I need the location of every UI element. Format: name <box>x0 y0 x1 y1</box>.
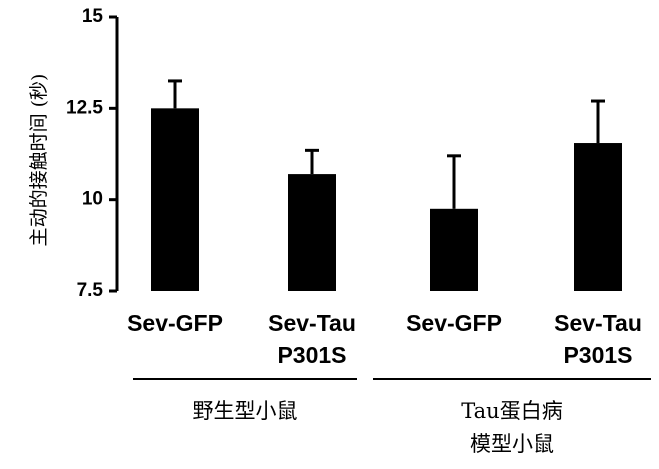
group-label: 模型小鼠 <box>470 432 554 456</box>
group-label: 野生型小鼠 <box>193 399 298 423</box>
error-bar-layer <box>168 79 605 209</box>
bar <box>430 208 478 291</box>
category-label: Sev-GFP <box>406 310 502 336</box>
category-label: P301S <box>277 342 346 368</box>
tick-layer: 7.5 10 12.5 15 <box>66 6 117 301</box>
y-axis-label: 主动的接触时间 (秒) <box>28 74 50 247</box>
y-tick-label: 7.5 <box>77 280 104 301</box>
category-label: Sev-Tau <box>554 310 642 336</box>
category-label-layer: Sev-GFP Sev-Tau P301S Sev-GFP Sev-Tau P301S <box>127 310 642 368</box>
category-label: Sev-GFP <box>127 310 223 336</box>
category-label: P301S <box>563 342 632 368</box>
y-tick-label: 12.5 <box>66 97 103 118</box>
bar <box>151 108 199 291</box>
y-tick-label: 15 <box>82 6 104 27</box>
bar <box>574 143 622 291</box>
bar-layer <box>151 108 622 291</box>
y-axis-label-group: 主动的接触时间 (秒) <box>28 74 50 247</box>
category-label: Sev-Tau <box>268 310 356 336</box>
group-label: Tau蛋白病 <box>461 399 562 423</box>
y-tick-label: 10 <box>82 189 103 210</box>
bar <box>288 174 336 291</box>
